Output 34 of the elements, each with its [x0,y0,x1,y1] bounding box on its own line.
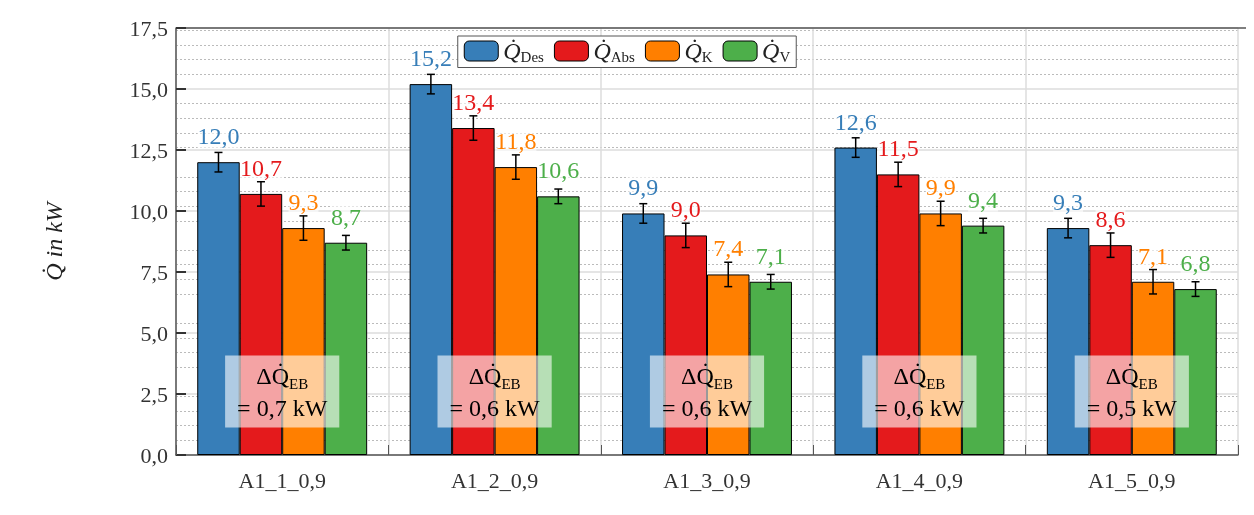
y-tick-label: 17,5 [129,15,168,41]
data-label: 8,6 [1095,206,1126,233]
x-tick-label: A1_2_0,9 [450,467,539,493]
x-tick-label: A1_5_0,9 [1088,467,1176,493]
data-label: 9,3 [1053,189,1084,216]
data-label: 11,5 [877,135,919,162]
data-label: 7,1 [1138,242,1169,269]
y-axis-title: Q̇ in kW [41,200,67,281]
x-tick-label: A1_4_0,9 [875,467,964,493]
x-tick-label: A1_3_0,9 [663,467,751,493]
data-label: 10,6 [537,157,580,184]
x-tick-label: A1_1_0,9 [238,467,326,493]
y-tick-label: 15,0 [129,76,168,102]
data-label: 12,0 [197,123,240,150]
data-label: 6,8 [1180,250,1211,277]
data-label: 7,1 [755,242,786,269]
data-label: 9,9 [628,174,659,201]
data-label: 13,4 [452,89,495,116]
y-tick-label: 2,5 [140,381,168,407]
data-label: 9,0 [670,196,701,223]
data-label: 11,8 [495,128,537,155]
data-label: 9,4 [968,186,999,213]
data-label: 15,2 [409,45,452,72]
data-label: 8,7 [330,203,361,230]
y-tick-label: 7,5 [140,259,168,285]
y-tick-label: 10,0 [129,198,168,224]
y-tick-label: 0,0 [140,442,168,468]
y-tick-label: 5,0 [140,320,168,346]
data-label: 9,3 [288,189,319,216]
data-label: 12,6 [834,108,877,135]
y-tick-label: 12,5 [129,137,168,163]
data-label: 7,4 [713,235,744,262]
data-label: 9,9 [925,174,956,201]
data-label: 10,7 [239,154,282,181]
